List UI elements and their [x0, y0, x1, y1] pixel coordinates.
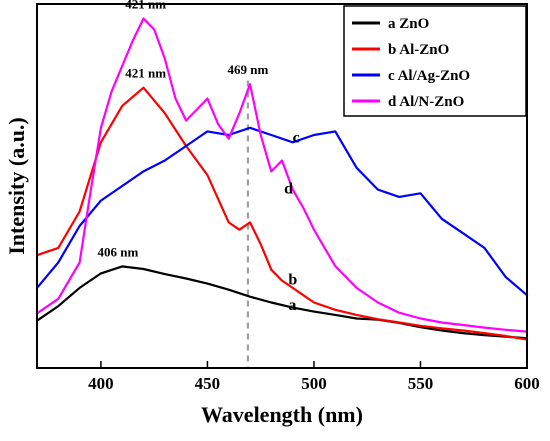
legend-entry-b: b Al-ZnO: [388, 42, 449, 58]
x-tick-label: 450: [195, 374, 221, 393]
y-axis-title: Intensity (a.u.): [4, 117, 29, 255]
legend-entry-d: d Al/N-ZnO: [388, 94, 464, 110]
curve-label-d: d: [284, 180, 293, 197]
x-tick-label: 600: [514, 374, 540, 393]
x-tick-label: 550: [408, 374, 434, 393]
series-line-c: [35, 126, 529, 297]
legend-entry-a: a ZnO: [388, 16, 429, 32]
series-line-d: [35, 17, 529, 333]
legend: a ZnO b Al-ZnO c Al/Ag-ZnO d Al/N-ZnO: [343, 5, 527, 117]
x-ticks: 400 450 500 550 600: [88, 361, 540, 393]
peak-label: 421 nm: [125, 0, 166, 12]
series-line-b: [35, 86, 529, 341]
x-tick-label: 500: [301, 374, 327, 393]
curve-labels: ab c d: [284, 129, 300, 313]
curve-label-b: b: [288, 271, 297, 288]
series-line-a: [35, 265, 529, 340]
x-tick-label: 400: [88, 374, 114, 393]
curve-label-a: a: [288, 297, 296, 314]
peak-label: 406 nm: [98, 244, 139, 259]
peak-label: 421 nm: [125, 66, 166, 81]
x-axis-title: Wavelength (nm): [201, 402, 363, 427]
plot-frame: [36, 3, 528, 369]
peak-annotations: 421 nm 421 nm 469 nm 406 nm: [98, 0, 269, 259]
curve-label-c: c: [293, 129, 300, 146]
series-layer: [35, 17, 529, 341]
peak-label: 469 nm: [228, 62, 269, 77]
legend-entry-c: c Al/Ag-ZnO: [388, 68, 470, 84]
